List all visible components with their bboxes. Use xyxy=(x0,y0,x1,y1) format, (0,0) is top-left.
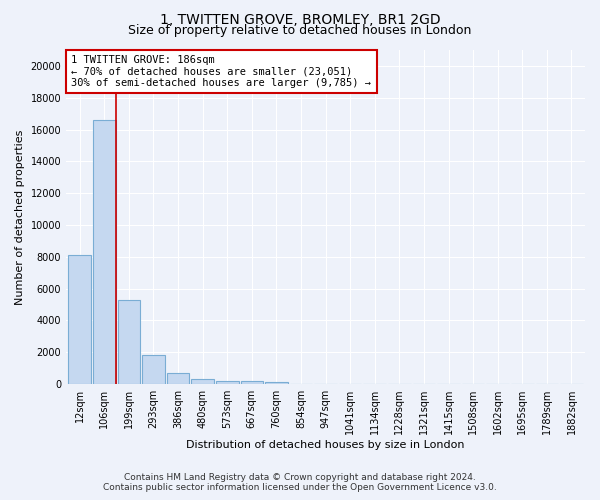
Text: Contains HM Land Registry data © Crown copyright and database right 2024.
Contai: Contains HM Land Registry data © Crown c… xyxy=(103,473,497,492)
Bar xyxy=(142,356,165,384)
Text: 1 TWITTEN GROVE: 186sqm
← 70% of detached houses are smaller (23,051)
30% of sem: 1 TWITTEN GROVE: 186sqm ← 70% of detache… xyxy=(71,55,371,88)
Y-axis label: Number of detached properties: Number of detached properties xyxy=(15,130,25,304)
Text: Size of property relative to detached houses in London: Size of property relative to detached ho… xyxy=(128,24,472,37)
Text: 1, TWITTEN GROVE, BROMLEY, BR1 2GD: 1, TWITTEN GROVE, BROMLEY, BR1 2GD xyxy=(160,12,440,26)
Bar xyxy=(265,382,288,384)
Bar xyxy=(216,380,239,384)
Bar xyxy=(191,378,214,384)
Bar xyxy=(68,255,91,384)
Bar xyxy=(167,374,190,384)
Bar xyxy=(118,300,140,384)
Bar xyxy=(241,382,263,384)
X-axis label: Distribution of detached houses by size in London: Distribution of detached houses by size … xyxy=(187,440,465,450)
Bar xyxy=(93,120,116,384)
